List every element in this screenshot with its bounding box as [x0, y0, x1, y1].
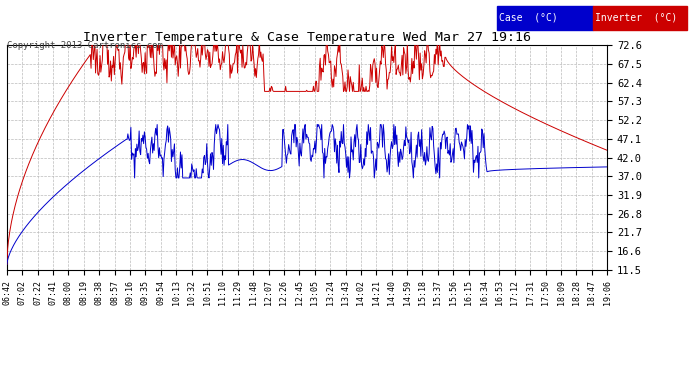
- Title: Inverter Temperature & Case Temperature Wed Mar 27 19:16: Inverter Temperature & Case Temperature …: [83, 31, 531, 44]
- Text: Case  (°C): Case (°C): [499, 13, 558, 23]
- Text: Inverter  (°C): Inverter (°C): [595, 13, 678, 23]
- Text: Copyright 2013 Cartronics.com: Copyright 2013 Cartronics.com: [7, 41, 163, 50]
